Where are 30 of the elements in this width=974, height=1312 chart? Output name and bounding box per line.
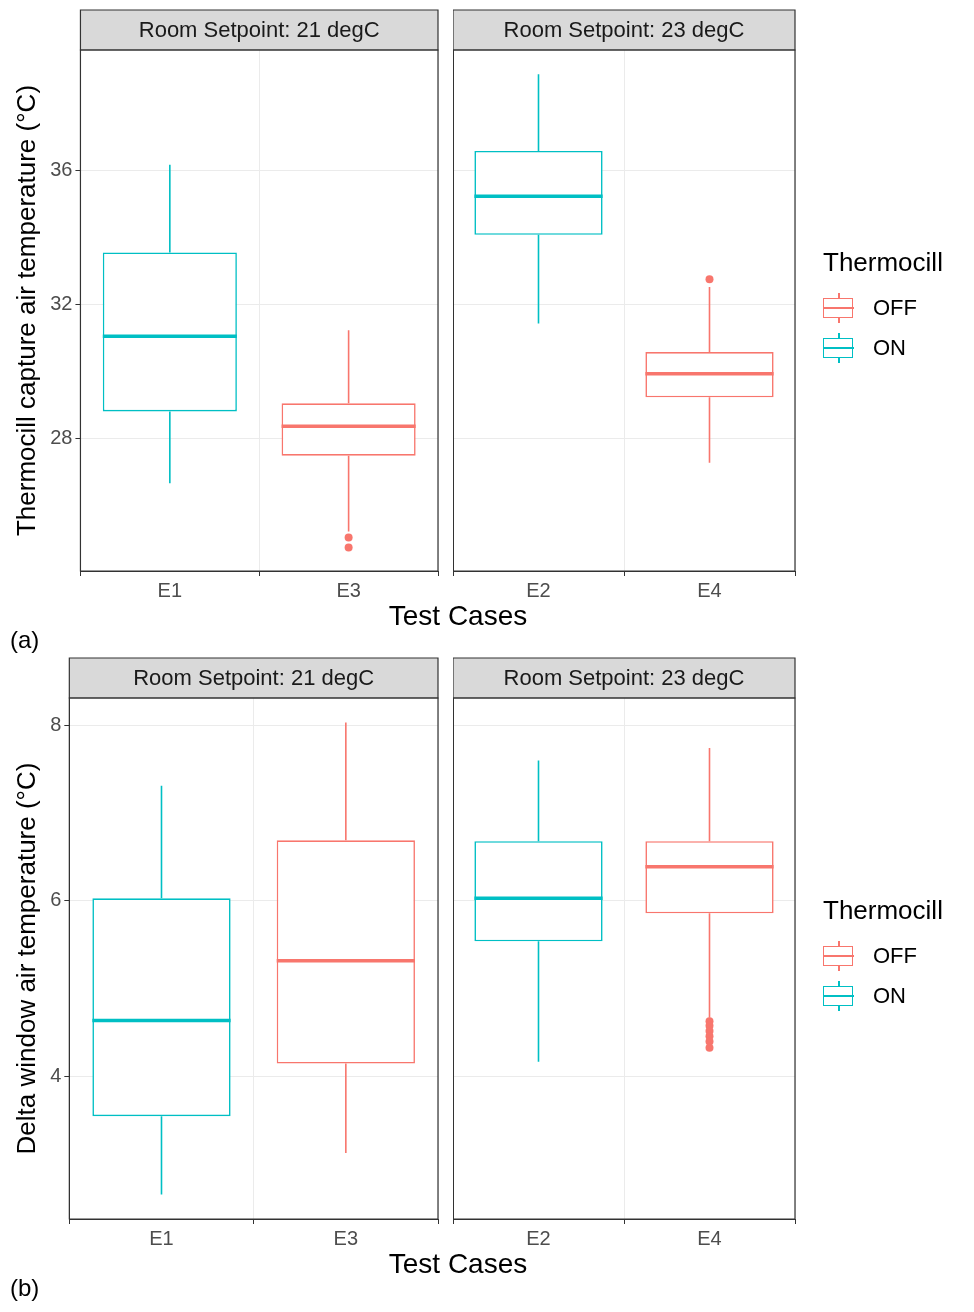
chart-title: Room Setpoint: 21 degC [133,665,375,691]
chart-title: Room Setpoint: 21 degC [138,17,380,43]
legend-label: ON [873,334,906,361]
y-tick-label: 4 [50,1064,62,1087]
chart-title: Room Setpoint: 23 degC [503,665,745,691]
y-tick-label: 32 [50,292,73,315]
legend-title: Thermocill [823,246,944,278]
legend-label: OFF [873,294,917,321]
y-axis-title: Thermocill capture air temperature (°C) [10,84,41,537]
y-tick-label: 36 [50,158,73,181]
text: (a) [10,626,40,654]
x-tick-label: E2 [526,1226,551,1249]
x-axis-title: Test Cases [387,1248,529,1280]
x-tick-label: E1 [149,1226,174,1249]
legend-label: OFF [873,942,917,969]
y-tick-label: 8 [50,712,62,735]
legend-label: ON [873,982,906,1009]
x-tick-label: E2 [526,578,551,601]
y-tick-label: 6 [50,888,62,911]
x-tick-label: E3 [333,1226,359,1249]
chart-title: Room Setpoint: 23 degC [503,17,745,43]
text: (b) [10,1274,40,1302]
x-tick-label: E4 [697,578,722,601]
x-tick-label: E4 [697,1226,722,1249]
x-tick-label: E1 [157,578,183,601]
x-tick-label: E3 [336,578,361,601]
y-tick-label: 28 [50,426,73,449]
y-axis-title: Delta window air temperature (°C) [10,762,41,1155]
legend-title: Thermocill [823,894,944,926]
x-axis-title: Test Cases [387,600,529,632]
